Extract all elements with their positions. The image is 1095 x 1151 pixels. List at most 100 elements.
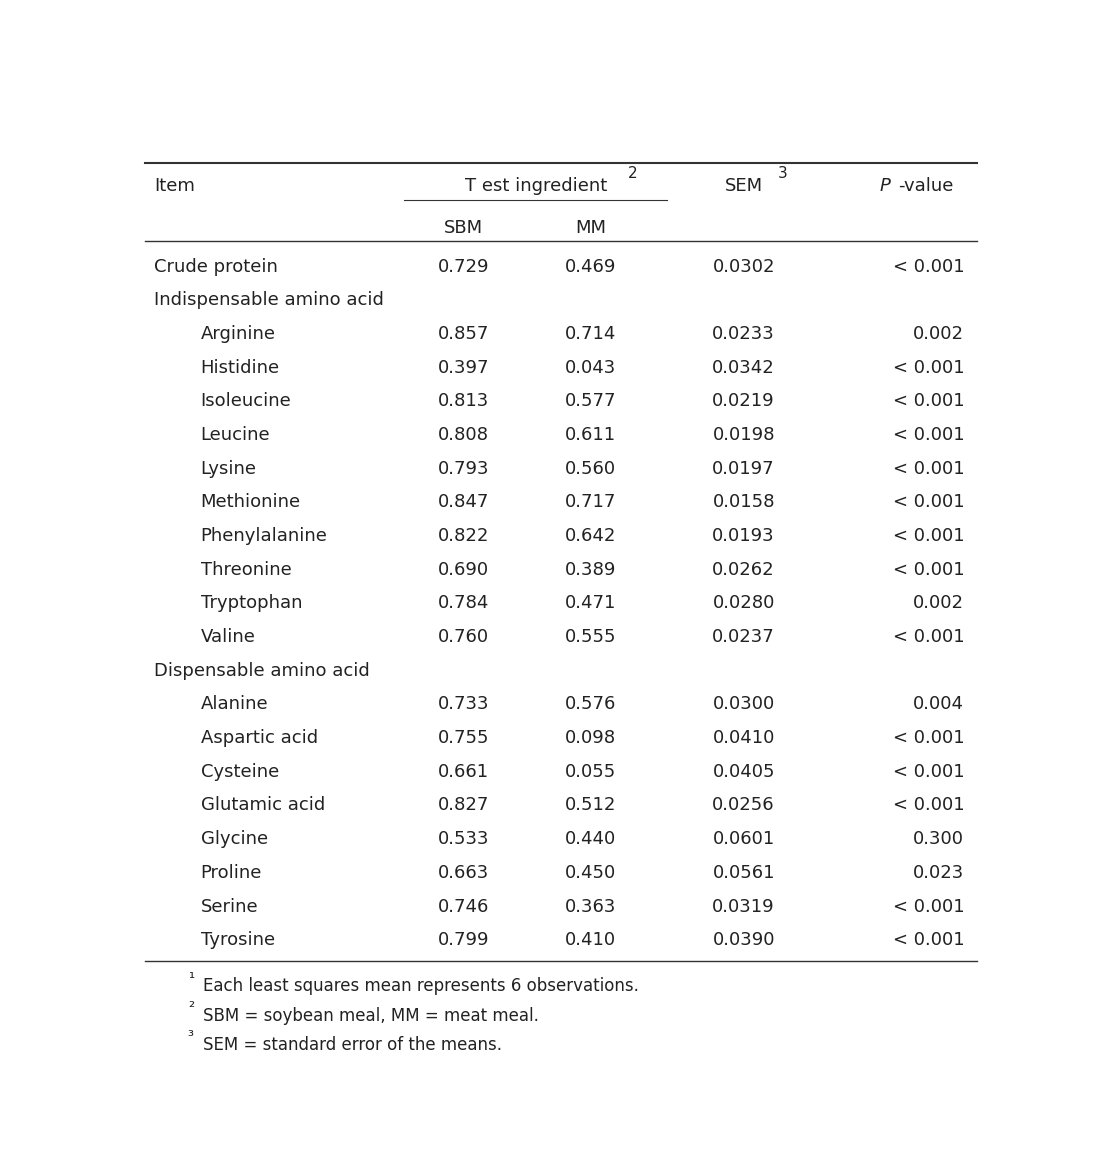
Text: 0.055: 0.055 bbox=[565, 763, 616, 780]
Text: 0.0390: 0.0390 bbox=[713, 931, 775, 950]
Text: < 0.001: < 0.001 bbox=[892, 426, 965, 444]
Text: 0.363: 0.363 bbox=[565, 898, 616, 915]
Text: 0.799: 0.799 bbox=[438, 931, 489, 950]
Text: 0.098: 0.098 bbox=[565, 729, 616, 747]
Text: 0.611: 0.611 bbox=[565, 426, 616, 444]
Text: 0.642: 0.642 bbox=[565, 527, 616, 546]
Text: 0.002: 0.002 bbox=[913, 594, 965, 612]
Text: Item: Item bbox=[153, 177, 195, 195]
Text: 0.002: 0.002 bbox=[913, 325, 965, 343]
Text: Glutamic acid: Glutamic acid bbox=[200, 796, 325, 815]
Text: 0.729: 0.729 bbox=[438, 258, 489, 275]
Text: 0.043: 0.043 bbox=[565, 359, 616, 376]
Text: Crude protein: Crude protein bbox=[153, 258, 278, 275]
Text: 0.0302: 0.0302 bbox=[713, 258, 775, 275]
Text: 0.0158: 0.0158 bbox=[713, 494, 775, 511]
Text: 0.0561: 0.0561 bbox=[713, 864, 775, 882]
Text: Arginine: Arginine bbox=[200, 325, 276, 343]
Text: 0.0319: 0.0319 bbox=[713, 898, 775, 915]
Text: Indispensable amino acid: Indispensable amino acid bbox=[153, 291, 383, 310]
Text: Histidine: Histidine bbox=[200, 359, 279, 376]
Text: 0.555: 0.555 bbox=[565, 628, 616, 646]
Text: 2: 2 bbox=[627, 166, 637, 181]
Text: 0.512: 0.512 bbox=[565, 796, 616, 815]
Text: ³: ³ bbox=[188, 1029, 194, 1044]
Text: SBM = soybean meal, MM = meat meal.: SBM = soybean meal, MM = meat meal. bbox=[203, 1006, 539, 1024]
Text: 0.663: 0.663 bbox=[438, 864, 489, 882]
Text: < 0.001: < 0.001 bbox=[892, 494, 965, 511]
Text: < 0.001: < 0.001 bbox=[892, 459, 965, 478]
Text: 0.714: 0.714 bbox=[565, 325, 616, 343]
Text: Threonine: Threonine bbox=[200, 561, 291, 579]
Text: < 0.001: < 0.001 bbox=[892, 931, 965, 950]
Text: P: P bbox=[879, 177, 890, 195]
Text: Isoleucine: Isoleucine bbox=[200, 392, 291, 411]
Text: < 0.001: < 0.001 bbox=[892, 359, 965, 376]
Text: 0.440: 0.440 bbox=[565, 830, 616, 848]
Text: 0.0342: 0.0342 bbox=[712, 359, 775, 376]
Text: Serine: Serine bbox=[200, 898, 258, 915]
Text: Lysine: Lysine bbox=[200, 459, 256, 478]
Text: Phenylalanine: Phenylalanine bbox=[200, 527, 327, 546]
Text: < 0.001: < 0.001 bbox=[892, 628, 965, 646]
Text: 0.813: 0.813 bbox=[438, 392, 489, 411]
Text: 0.0262: 0.0262 bbox=[713, 561, 775, 579]
Text: 0.397: 0.397 bbox=[438, 359, 489, 376]
Text: Dispensable amino acid: Dispensable amino acid bbox=[153, 662, 370, 680]
Text: 0.0410: 0.0410 bbox=[713, 729, 775, 747]
Text: 0.0405: 0.0405 bbox=[713, 763, 775, 780]
Text: Glycine: Glycine bbox=[200, 830, 267, 848]
Text: SEM = standard error of the means.: SEM = standard error of the means. bbox=[203, 1036, 503, 1054]
Text: 0.410: 0.410 bbox=[565, 931, 616, 950]
Text: ¹: ¹ bbox=[188, 970, 194, 985]
Text: < 0.001: < 0.001 bbox=[892, 392, 965, 411]
Text: < 0.001: < 0.001 bbox=[892, 729, 965, 747]
Text: MM: MM bbox=[575, 219, 607, 237]
Text: Tryptophan: Tryptophan bbox=[200, 594, 302, 612]
Text: 0.450: 0.450 bbox=[565, 864, 616, 882]
Text: SEM: SEM bbox=[725, 177, 763, 195]
Text: Proline: Proline bbox=[200, 864, 262, 882]
Text: 0.0300: 0.0300 bbox=[713, 695, 775, 714]
Text: 0.822: 0.822 bbox=[438, 527, 489, 546]
Text: 0.746: 0.746 bbox=[438, 898, 489, 915]
Text: 0.471: 0.471 bbox=[565, 594, 616, 612]
Text: 0.0219: 0.0219 bbox=[713, 392, 775, 411]
Text: 0.784: 0.784 bbox=[438, 594, 489, 612]
Text: 0.847: 0.847 bbox=[438, 494, 489, 511]
Text: < 0.001: < 0.001 bbox=[892, 796, 965, 815]
Text: Valine: Valine bbox=[200, 628, 255, 646]
Text: 0.733: 0.733 bbox=[438, 695, 489, 714]
Text: 0.717: 0.717 bbox=[565, 494, 616, 511]
Text: 0.004: 0.004 bbox=[913, 695, 965, 714]
Text: 0.793: 0.793 bbox=[438, 459, 489, 478]
Text: Cysteine: Cysteine bbox=[200, 763, 279, 780]
Text: < 0.001: < 0.001 bbox=[892, 527, 965, 546]
Text: 0.389: 0.389 bbox=[565, 561, 616, 579]
Text: 0.755: 0.755 bbox=[438, 729, 489, 747]
Text: 0.827: 0.827 bbox=[438, 796, 489, 815]
Text: Alanine: Alanine bbox=[200, 695, 268, 714]
Text: 0.0256: 0.0256 bbox=[713, 796, 775, 815]
Text: 0.808: 0.808 bbox=[438, 426, 489, 444]
Text: SBM: SBM bbox=[445, 219, 483, 237]
Text: 0.560: 0.560 bbox=[565, 459, 616, 478]
Text: < 0.001: < 0.001 bbox=[892, 898, 965, 915]
Text: 0.576: 0.576 bbox=[565, 695, 616, 714]
Text: 0.0233: 0.0233 bbox=[712, 325, 775, 343]
Text: < 0.001: < 0.001 bbox=[892, 561, 965, 579]
Text: < 0.001: < 0.001 bbox=[892, 763, 965, 780]
Text: -value: -value bbox=[898, 177, 954, 195]
Text: 0.0237: 0.0237 bbox=[712, 628, 775, 646]
Text: 3: 3 bbox=[777, 166, 787, 181]
Text: 0.690: 0.690 bbox=[438, 561, 489, 579]
Text: 0.0197: 0.0197 bbox=[713, 459, 775, 478]
Text: 0.661: 0.661 bbox=[438, 763, 489, 780]
Text: 0.533: 0.533 bbox=[438, 830, 489, 848]
Text: 0.469: 0.469 bbox=[565, 258, 616, 275]
Text: Methionine: Methionine bbox=[200, 494, 301, 511]
Text: ²: ² bbox=[188, 1000, 194, 1015]
Text: Aspartic acid: Aspartic acid bbox=[200, 729, 318, 747]
Text: < 0.001: < 0.001 bbox=[892, 258, 965, 275]
Text: Tyrosine: Tyrosine bbox=[200, 931, 275, 950]
